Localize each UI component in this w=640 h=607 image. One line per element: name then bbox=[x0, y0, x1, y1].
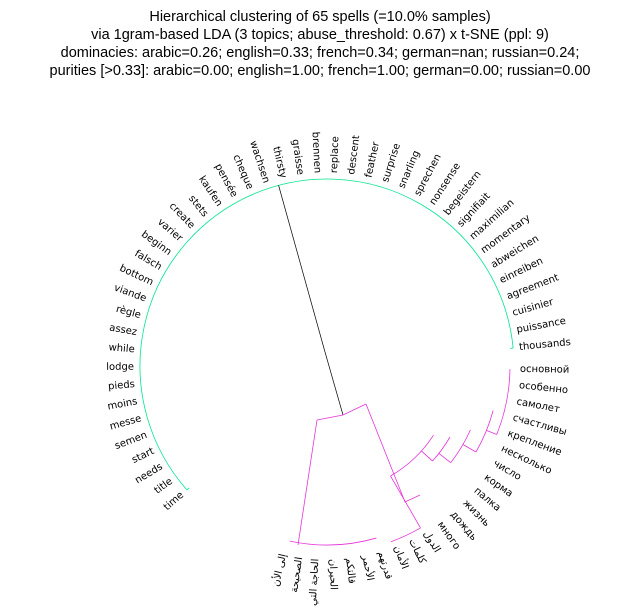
magenta-cluster-arc bbox=[475, 410, 494, 453]
green-cluster-link bbox=[186, 487, 190, 491]
magenta-cluster-link bbox=[390, 475, 421, 529]
magenta-cluster-arc bbox=[432, 436, 451, 462]
green-leaf-label: lodge bbox=[106, 362, 134, 373]
magenta-leaf-label: الحيران bbox=[327, 559, 339, 590]
magenta-cluster-arc bbox=[496, 369, 511, 435]
green-leaf-label: while bbox=[108, 342, 135, 355]
magenta-cluster-link bbox=[438, 453, 451, 463]
magenta-cluster-link bbox=[486, 430, 497, 435]
magenta-cluster-link bbox=[462, 444, 477, 453]
green-leaf-label: time bbox=[162, 490, 186, 513]
green-leaf-label: pieds bbox=[108, 379, 136, 393]
title-line-3: dominacies: arabic=0.26; english=0.33; f… bbox=[60, 45, 580, 61]
green-leaf-label: title bbox=[153, 476, 175, 496]
title-line-2: via 1gram-based LDA (3 topics; abuse_thr… bbox=[91, 27, 549, 43]
magenta-leaf-label: قالتكم bbox=[343, 557, 357, 584]
green-leaf-label: assez bbox=[108, 322, 137, 338]
green-leaf-label: cuisinier bbox=[511, 297, 555, 319]
green-leaf-label: brennen bbox=[310, 131, 323, 173]
magenta-cluster-link bbox=[421, 450, 433, 462]
magenta-cluster-arc bbox=[289, 537, 377, 546]
magenta-leaf-label: основной bbox=[520, 364, 570, 376]
green-leaf-label: replace bbox=[329, 136, 341, 173]
magenta-leaf-label: الأحمر bbox=[359, 553, 377, 582]
green-leaf-label: moins bbox=[107, 396, 139, 412]
magenta-leaf-label: الأمان bbox=[391, 543, 412, 570]
magenta-cluster-link bbox=[316, 403, 367, 421]
magenta-leaf-label: особенно bbox=[518, 380, 568, 396]
magenta-cluster-arc bbox=[390, 434, 434, 477]
green-leaf-label: descent bbox=[346, 135, 362, 176]
magenta-leaf-label: إلى الأن bbox=[269, 552, 289, 587]
green-leaf-label: feather bbox=[363, 140, 382, 179]
magenta-leaf-label: الصحيحة bbox=[289, 556, 305, 593]
magenta-leaf-label: قدرتهم bbox=[375, 550, 394, 581]
green-leaf-label: règle bbox=[115, 303, 143, 321]
title-line-4: purities [>0.33]: arabic=0.00; english=1… bbox=[49, 63, 591, 79]
green-leaf-label: start bbox=[130, 446, 156, 466]
magenta-leaf-label: الحاجة التي bbox=[308, 558, 322, 606]
green-leaf-label: puissance bbox=[516, 316, 567, 336]
title-line-1: Hierarchical clustering of 65 spells (=1… bbox=[149, 9, 491, 25]
magenta-cluster-arc bbox=[450, 429, 471, 463]
green-leaf-label: thirsty bbox=[270, 146, 288, 180]
green-leaf-label: thousands bbox=[519, 337, 572, 353]
magenta-leaf-label: كلمات bbox=[406, 537, 427, 566]
magenta-cluster-arc bbox=[390, 527, 421, 543]
green-leaf-label: messe bbox=[109, 413, 143, 432]
magenta-cluster-link bbox=[365, 403, 421, 503]
magenta-leaf-label: самолет bbox=[516, 396, 561, 415]
green-leaf-label: graisse bbox=[289, 139, 305, 176]
green-leaf-label: viande bbox=[112, 283, 147, 305]
root-link bbox=[278, 185, 326, 353]
root-link bbox=[324, 351, 344, 416]
magenta-cluster-link bbox=[297, 419, 318, 546]
green-cluster-arc bbox=[139, 178, 514, 491]
magenta-leaf-label: الدول bbox=[421, 529, 442, 555]
chart-title: Hierarchical clustering of 65 spells (=1… bbox=[0, 8, 640, 80]
